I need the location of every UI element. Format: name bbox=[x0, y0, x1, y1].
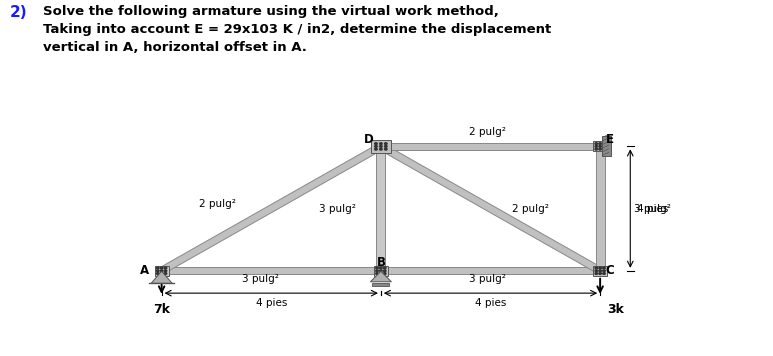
Circle shape bbox=[164, 267, 167, 269]
Polygon shape bbox=[151, 271, 172, 283]
Circle shape bbox=[160, 273, 163, 274]
Circle shape bbox=[380, 270, 382, 272]
Text: 2): 2) bbox=[9, 5, 27, 20]
Text: A: A bbox=[139, 264, 148, 277]
Circle shape bbox=[595, 267, 598, 269]
Bar bbox=[593, 141, 607, 151]
Text: 2 pulg²: 2 pulg² bbox=[512, 204, 550, 214]
Polygon shape bbox=[158, 144, 383, 273]
Bar bbox=[602, 136, 611, 156]
Text: 7k: 7k bbox=[153, 303, 170, 316]
Circle shape bbox=[384, 148, 387, 150]
Circle shape bbox=[599, 267, 601, 269]
Circle shape bbox=[164, 270, 167, 272]
Text: B: B bbox=[376, 256, 386, 268]
Circle shape bbox=[603, 143, 605, 145]
Bar bbox=[155, 266, 169, 276]
Circle shape bbox=[595, 146, 598, 147]
Circle shape bbox=[599, 143, 601, 145]
Circle shape bbox=[603, 273, 605, 274]
Circle shape bbox=[599, 273, 601, 274]
Text: D: D bbox=[364, 133, 373, 146]
Circle shape bbox=[603, 146, 605, 147]
Circle shape bbox=[375, 148, 377, 150]
Polygon shape bbox=[595, 146, 604, 271]
Polygon shape bbox=[378, 144, 603, 273]
Text: Taking into account E = 29x103 K / in2, determine the displacement: Taking into account E = 29x103 K / in2, … bbox=[43, 23, 551, 36]
Text: 3 pulg²: 3 pulg² bbox=[469, 274, 506, 284]
Circle shape bbox=[156, 273, 159, 274]
Circle shape bbox=[380, 267, 382, 269]
Circle shape bbox=[384, 146, 387, 147]
Polygon shape bbox=[162, 267, 381, 274]
Text: 4 pies: 4 pies bbox=[637, 204, 669, 214]
Text: 3 pulg²: 3 pulg² bbox=[319, 204, 356, 214]
Polygon shape bbox=[370, 271, 391, 282]
Text: C: C bbox=[605, 264, 615, 277]
Bar bbox=[371, 140, 390, 153]
Circle shape bbox=[603, 148, 605, 150]
Circle shape bbox=[164, 273, 167, 274]
Circle shape bbox=[383, 267, 386, 269]
Text: 2 pulg²: 2 pulg² bbox=[199, 199, 236, 209]
Circle shape bbox=[376, 273, 378, 274]
Text: Solve the following armature using the virtual work method,: Solve the following armature using the v… bbox=[43, 5, 499, 19]
Circle shape bbox=[383, 273, 386, 274]
Circle shape bbox=[384, 143, 387, 145]
Circle shape bbox=[375, 143, 377, 145]
Circle shape bbox=[603, 267, 605, 269]
Circle shape bbox=[380, 148, 382, 150]
Circle shape bbox=[380, 146, 382, 147]
Text: 2 pulg²: 2 pulg² bbox=[469, 127, 506, 137]
Polygon shape bbox=[381, 267, 600, 274]
Circle shape bbox=[595, 270, 598, 272]
Circle shape bbox=[375, 146, 377, 147]
Text: 4 pies: 4 pies bbox=[256, 298, 287, 308]
Circle shape bbox=[595, 143, 598, 145]
Circle shape bbox=[160, 267, 163, 269]
Circle shape bbox=[595, 148, 598, 150]
Circle shape bbox=[383, 270, 386, 272]
Circle shape bbox=[156, 267, 159, 269]
Circle shape bbox=[599, 146, 601, 147]
Circle shape bbox=[380, 273, 382, 274]
Text: 3 pulg²: 3 pulg² bbox=[634, 204, 671, 214]
Circle shape bbox=[595, 273, 598, 274]
Circle shape bbox=[160, 270, 163, 272]
Circle shape bbox=[599, 148, 601, 150]
Circle shape bbox=[156, 270, 159, 272]
Text: 4 pies: 4 pies bbox=[475, 298, 506, 308]
Bar bbox=[373, 283, 390, 286]
Text: vertical in A, horizontal offset in A.: vertical in A, horizontal offset in A. bbox=[43, 41, 306, 54]
Circle shape bbox=[380, 143, 382, 145]
Bar bbox=[374, 266, 388, 276]
Polygon shape bbox=[376, 146, 386, 271]
Bar bbox=[593, 266, 607, 276]
Circle shape bbox=[376, 270, 378, 272]
Text: 3 pulg²: 3 pulg² bbox=[242, 274, 279, 284]
Circle shape bbox=[376, 267, 378, 269]
Circle shape bbox=[599, 270, 601, 272]
Text: 3k: 3k bbox=[607, 303, 624, 316]
Polygon shape bbox=[381, 143, 600, 150]
Text: E: E bbox=[606, 133, 614, 146]
Circle shape bbox=[603, 270, 605, 272]
